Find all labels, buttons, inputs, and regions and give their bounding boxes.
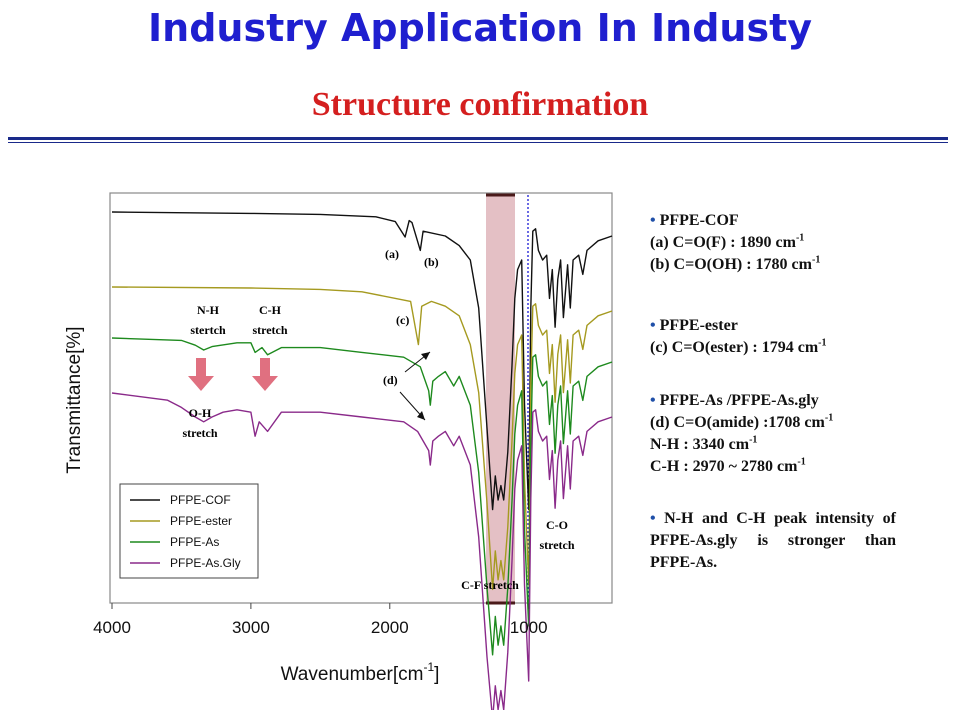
unit-sup: -1 xyxy=(797,456,806,468)
co-label: C-O xyxy=(546,518,568,532)
ftir-chart: 4000 3000 2000 1000 Transmittance[%] Wavenu… xyxy=(64,192,613,710)
x-tick-label: 1000 xyxy=(510,618,548,637)
oh-label-2: stretch xyxy=(182,426,217,440)
series-line-pfpe-ester xyxy=(111,286,613,591)
note-cof-title: • PFPE-COF xyxy=(650,210,820,232)
note-ester-title-text: PFPE-ester xyxy=(659,317,738,334)
x-axis-label-main: Wavenumber[cm xyxy=(281,664,424,685)
x-tick-label: 2000 xyxy=(371,618,409,637)
bullet: • xyxy=(650,212,656,229)
note-ester-c-text: (c) C=O(ester) : 1794 cm xyxy=(650,339,819,356)
bullet: • xyxy=(650,510,656,527)
unit-sup: -1 xyxy=(795,232,805,244)
annotation-a: (a) xyxy=(385,247,399,261)
note-conclusion: • N-H and C-H peak intensity of PFPE-As.… xyxy=(650,508,896,574)
unit-sup: -1 xyxy=(818,337,827,349)
annotation-b: (b) xyxy=(424,255,439,269)
legend-label: PFPE-COF xyxy=(170,493,231,507)
note-ester: • PFPE-ester (c) C=O(ester) : 1794 cm-1 xyxy=(650,315,827,359)
bullet: • xyxy=(650,317,656,334)
legend-label: PFPE-As.Gly xyxy=(170,556,241,570)
note-cof-a: (a) C=O(F) : 1890 cm-1 xyxy=(650,232,820,254)
x-axis-ticks: 4000 3000 2000 1000 xyxy=(93,603,548,637)
note-conclusion-body: N-H and C-H peak intensity of PFPE-As.gl… xyxy=(650,510,897,571)
oh-down-arrow xyxy=(188,358,214,391)
ch-label: C-H xyxy=(259,303,282,317)
annotation-c-arrowhead xyxy=(421,352,430,360)
unit-sup: -1 xyxy=(811,254,821,266)
note-as-nh-text: N-H : 3340 cm xyxy=(650,436,750,453)
note-as-d: (d) C=O(amide) :1708 cm-1 xyxy=(650,412,833,434)
x-axis-label-end: ] xyxy=(434,664,439,685)
note-as-title-text: PFPE-As /PFPE-As.gly xyxy=(659,392,819,409)
x-axis-label: Wavenumber[cm-1] xyxy=(281,660,440,685)
note-ester-title: • PFPE-ester xyxy=(650,315,827,337)
note-as: • PFPE-As /PFPE-As.gly (d) C=O(amide) :1… xyxy=(650,390,833,478)
series-layer xyxy=(111,211,613,710)
legend-label: PFPE-ester xyxy=(170,514,232,528)
annotation-c: (c) xyxy=(396,313,409,327)
ch-label-2: stretch xyxy=(252,323,287,337)
legend-label: PFPE-As xyxy=(170,535,219,549)
note-cof-title-text: PFPE-COF xyxy=(659,212,739,229)
note-conclusion-text: • N-H and C-H peak intensity of PFPE-As.… xyxy=(650,508,896,574)
legend-items: PFPE-COF PFPE-ester PFPE-As PFPE-As.Gly xyxy=(130,493,241,570)
series-line-pfpe-cof xyxy=(111,211,613,511)
y-axis-label: Transmittance[%] xyxy=(64,326,85,473)
note-cof-a-text: (a) C=O(F) : 1890 cm xyxy=(650,234,796,251)
series-line-pfpe-as-gly xyxy=(111,392,613,710)
annotation-d: (d) xyxy=(383,373,398,387)
nh-label: N-H xyxy=(197,303,220,317)
nh-label-2: stertch xyxy=(190,323,226,337)
note-as-title: • PFPE-As /PFPE-As.gly xyxy=(650,390,833,412)
divider xyxy=(8,137,948,140)
x-tick-label: 4000 xyxy=(93,618,131,637)
oh-label: O-H xyxy=(189,406,212,420)
annotation-d-arrowhead xyxy=(417,411,425,420)
bullet: • xyxy=(650,392,656,409)
series-line-pfpe-as xyxy=(111,337,613,656)
cf-label: C-F stretch xyxy=(461,578,519,592)
divider-thin xyxy=(8,142,948,143)
x-axis-label-sup: -1 xyxy=(423,660,434,674)
note-ester-c: (c) C=O(ester) : 1794 cm-1 xyxy=(650,337,827,359)
legend: PFPE-COF PFPE-ester PFPE-As PFPE-As.Gly xyxy=(119,483,259,579)
note-cof-b: (b) C=O(OH) : 1780 cm-1 xyxy=(650,254,820,276)
co-label-2: stretch xyxy=(539,538,574,552)
note-cof: • PFPE-COF (a) C=O(F) : 1890 cm-1 (b) C=… xyxy=(650,210,820,276)
note-cof-b-text: (b) C=O(OH) : 1780 cm xyxy=(650,256,812,273)
ch-down-arrow xyxy=(252,358,278,391)
note-as-ch: C-H : 2970 ~ 2780 cm-1 xyxy=(650,456,833,478)
note-as-nh: N-H : 3340 cm-1 xyxy=(650,434,833,456)
note-as-d-text: (d) C=O(amide) :1708 cm xyxy=(650,414,825,431)
unit-sup: -1 xyxy=(824,412,834,424)
page-subtitle: Structure confirmation xyxy=(311,86,649,123)
unit-sup: -1 xyxy=(749,434,758,446)
page-title: Industry Application In Industy xyxy=(148,6,812,50)
note-as-ch-text: C-H : 2970 ~ 2780 cm xyxy=(650,458,798,475)
x-tick-label: 3000 xyxy=(232,618,270,637)
